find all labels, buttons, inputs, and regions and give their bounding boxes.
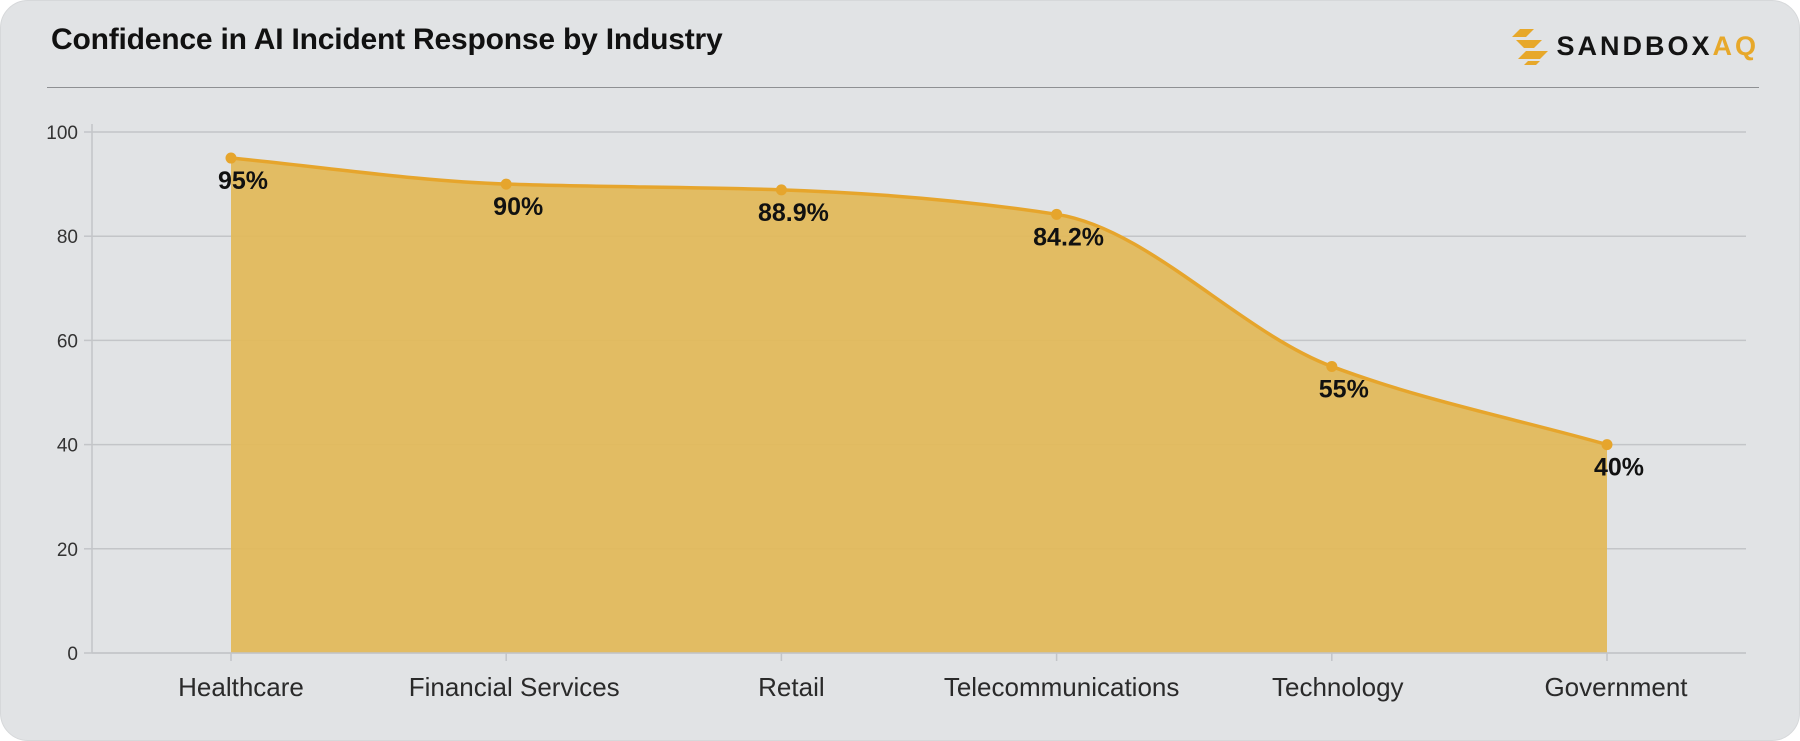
series-line (230, 156, 1608, 447)
data-label: 88.9% (758, 199, 829, 227)
x-category-label: Technology (1272, 672, 1404, 702)
x-category-label: Financial Services (409, 672, 620, 702)
logo-text: SANDBOXAQ (1556, 31, 1759, 62)
data-label: 90% (493, 193, 543, 221)
data-label: 95% (218, 167, 268, 195)
y-tick-label: 40 (57, 436, 78, 457)
data-point[interactable] (775, 184, 787, 196)
logo-text-accent: AQ (1712, 30, 1759, 61)
axis-layer: 0 20 40 60 80 100 Healthcare Financial Services… (46, 123, 1746, 702)
label-layer: 95% 90% 88.9% 84.2% 55% 40% (218, 152, 1644, 482)
sandboxaq-logo: SANDBOXAQ (1512, 27, 1759, 65)
y-tick-label: 100 (46, 123, 78, 144)
x-category-label: Government (1544, 672, 1688, 702)
data-label: 40% (1594, 454, 1644, 482)
data-point[interactable] (500, 178, 512, 190)
logo-text-main: SANDBOX (1556, 30, 1713, 61)
series-area (231, 158, 1607, 654)
x-category-label: Retail (758, 672, 824, 702)
y-tick-label: 80 (57, 227, 78, 248)
y-tick-label: 0 (67, 644, 78, 665)
y-tick-label: 60 (57, 331, 78, 352)
chart-title: Confidence in AI Incident Response by In… (51, 23, 723, 56)
sandboxaq-logo-icon (1512, 29, 1549, 65)
y-tick-label: 20 (57, 540, 78, 561)
data-point[interactable] (1051, 208, 1063, 220)
data-point[interactable] (225, 152, 237, 164)
x-category-label: Healthcare (178, 672, 304, 702)
data-point[interactable] (1601, 439, 1613, 451)
data-label: 84.2% (1033, 223, 1104, 251)
data-label: 55% (1319, 375, 1369, 403)
x-category-label: Telecommunications (944, 672, 1180, 702)
title-divider (47, 87, 1759, 88)
data-point[interactable] (1326, 360, 1338, 372)
area-layer (230, 156, 1608, 654)
